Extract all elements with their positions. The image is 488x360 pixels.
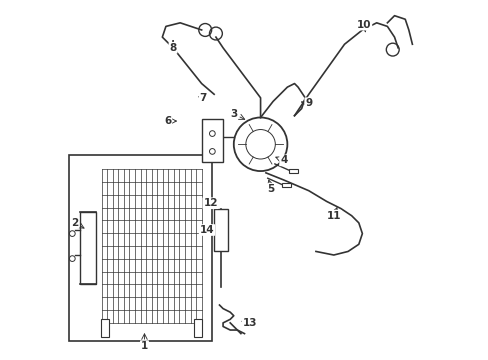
Bar — [193, 319, 202, 337]
Bar — [201, 119, 223, 162]
Text: 1: 1 — [141, 341, 148, 351]
Bar — [69, 155, 212, 341]
Text: 2: 2 — [71, 218, 78, 228]
Text: 5: 5 — [267, 184, 274, 194]
Text: 9: 9 — [305, 98, 312, 108]
Text: 4: 4 — [280, 156, 287, 165]
Text: 7: 7 — [199, 93, 207, 103]
Bar — [101, 319, 109, 337]
Text: 10: 10 — [356, 19, 371, 30]
Text: 13: 13 — [242, 318, 257, 328]
Text: 8: 8 — [169, 43, 176, 53]
Bar — [80, 212, 96, 284]
Text: 11: 11 — [326, 211, 340, 221]
Bar — [288, 168, 298, 173]
Bar — [282, 183, 290, 187]
Text: 6: 6 — [164, 116, 171, 126]
Text: 14: 14 — [199, 225, 214, 235]
Bar — [214, 208, 228, 251]
Text: 3: 3 — [230, 109, 237, 119]
Text: 12: 12 — [203, 198, 217, 208]
